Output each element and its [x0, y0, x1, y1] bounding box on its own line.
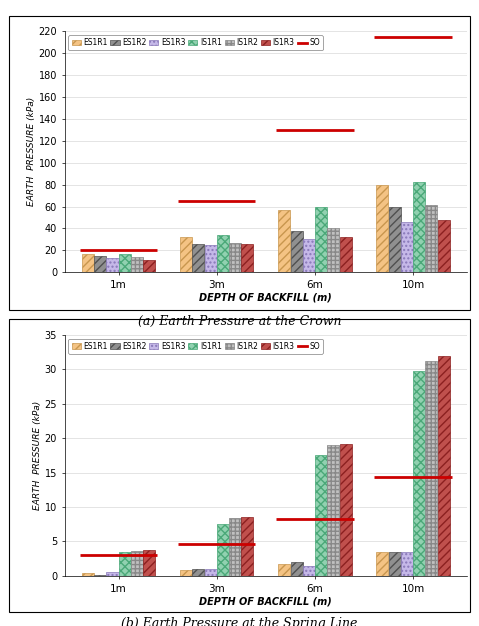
Bar — [205, 569, 217, 576]
Bar — [303, 566, 315, 576]
Bar — [388, 207, 400, 272]
Text: (b) Earth Pressure at the Spring Line: (b) Earth Pressure at the Spring Line — [121, 617, 358, 626]
Bar — [327, 445, 339, 576]
Bar — [180, 570, 192, 576]
Bar — [413, 183, 425, 272]
Bar — [205, 245, 217, 272]
Bar — [229, 518, 241, 576]
Y-axis label: EARTH  PRESSURE (kPa): EARTH PRESSURE (kPa) — [33, 401, 42, 510]
Bar — [119, 552, 131, 576]
Bar — [388, 552, 400, 576]
Bar — [131, 551, 143, 576]
Bar — [131, 257, 143, 272]
Bar — [217, 525, 229, 576]
X-axis label: DEPTH OF BACKFILL (m): DEPTH OF BACKFILL (m) — [199, 293, 332, 303]
Bar — [376, 552, 388, 576]
Bar — [143, 260, 155, 272]
Bar — [303, 240, 315, 272]
Bar — [290, 562, 303, 576]
Bar — [278, 564, 290, 576]
Bar — [327, 228, 339, 272]
Bar — [376, 185, 388, 272]
Bar — [229, 243, 241, 272]
Bar — [193, 569, 205, 576]
Bar — [180, 237, 192, 272]
Bar — [217, 235, 229, 272]
Bar — [143, 550, 155, 576]
Y-axis label: EARTH  PRESSURE (kPa): EARTH PRESSURE (kPa) — [27, 97, 35, 207]
Legend: ES1R1, ES1R2, ES1R3, IS1R1, IS1R2, IS1R3, SO: ES1R1, ES1R2, ES1R3, IS1R1, IS1R2, IS1R3… — [68, 339, 323, 354]
Bar — [94, 256, 106, 272]
Bar — [401, 552, 413, 576]
Bar — [82, 573, 94, 576]
Bar — [315, 456, 327, 576]
X-axis label: DEPTH OF BACKFILL (m): DEPTH OF BACKFILL (m) — [199, 597, 332, 607]
Bar — [290, 231, 303, 272]
Bar — [106, 572, 118, 576]
Text: (a) Earth Pressure at the Crown: (a) Earth Pressure at the Crown — [138, 315, 341, 328]
Bar — [94, 575, 106, 576]
Bar — [438, 220, 450, 272]
Bar — [401, 222, 413, 272]
Legend: ES1R1, ES1R2, ES1R3, IS1R1, IS1R2, IS1R3, SO: ES1R1, ES1R2, ES1R3, IS1R1, IS1R2, IS1R3… — [68, 35, 323, 50]
Bar — [340, 237, 352, 272]
Bar — [119, 254, 131, 272]
Bar — [193, 244, 205, 272]
Bar — [278, 210, 290, 272]
Bar — [241, 516, 253, 576]
Bar — [438, 356, 450, 576]
Bar — [425, 205, 437, 272]
Bar — [413, 371, 425, 576]
Bar — [425, 361, 437, 576]
Bar — [241, 244, 253, 272]
Bar — [340, 444, 352, 576]
Bar — [315, 207, 327, 272]
Bar — [106, 258, 118, 272]
Bar — [82, 254, 94, 272]
